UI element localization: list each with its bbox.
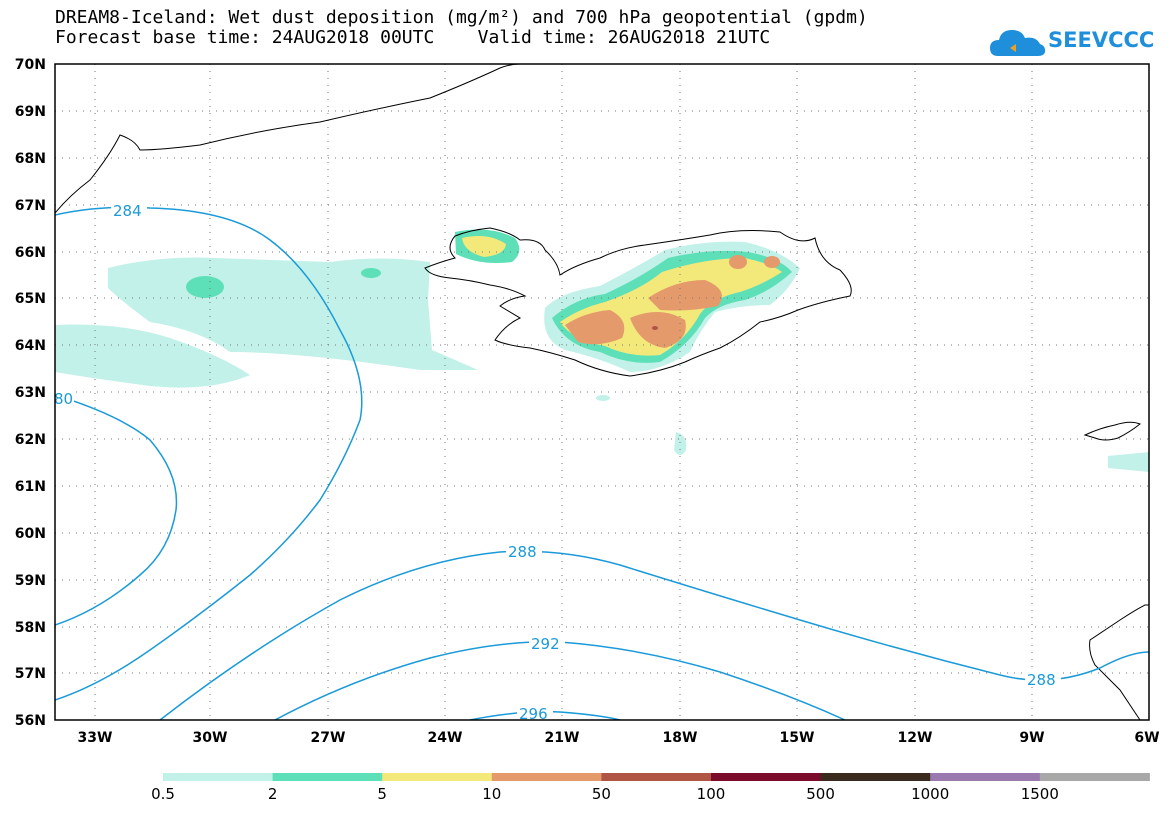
lon-label: 30W <box>193 730 228 746</box>
colorbar-legend: 0.5 2 5 10 50 100 500 1000 1500 <box>151 773 1150 803</box>
seevccc-logo: SEEVCCC <box>988 22 1154 62</box>
dust-shading <box>55 229 1149 472</box>
legend-swatch <box>272 773 383 781</box>
contour-label-292: 292 <box>531 635 560 653</box>
lat-label: 64N <box>15 338 46 354</box>
legend-label: 500 <box>806 785 835 803</box>
legend-swatch <box>930 773 1041 781</box>
lon-label: 33W <box>78 730 113 746</box>
coastlines <box>55 64 1149 720</box>
legend-label: 50 <box>592 785 611 803</box>
legend-swatch <box>820 773 931 781</box>
lat-label: 65N <box>15 291 46 307</box>
lat-label: 70N <box>15 57 46 73</box>
legend-label: 1000 <box>911 785 949 803</box>
lat-label: 58N <box>15 620 46 636</box>
legend-label: 10 <box>482 785 501 803</box>
map-subtitle: Forecast base time: 24AUG2018 00UTC Vali… <box>55 27 771 48</box>
legend-swatch <box>163 773 274 781</box>
contour-label-288: 288 <box>508 543 537 561</box>
lon-label: 6W <box>1134 730 1159 746</box>
lat-label: 56N <box>15 713 46 729</box>
lon-label: 12W <box>898 730 933 746</box>
contour-label-288-east: 288 <box>1027 671 1056 689</box>
legend-label: 100 <box>697 785 726 803</box>
lat-label: 69N <box>15 104 46 120</box>
contour-labels: 284 80 288 292 296 288 <box>52 202 1061 723</box>
legend-label: 5 <box>377 785 387 803</box>
lon-label: 15W <box>780 730 815 746</box>
lat-label: 68N <box>15 151 46 167</box>
lat-label: 57N <box>15 666 46 682</box>
lon-label: 21W <box>545 730 580 746</box>
map-title: DREAM8-Iceland: Wet dust deposition (mg/… <box>55 7 868 28</box>
contour-label-296: 296 <box>519 705 548 723</box>
legend-swatch <box>711 773 822 781</box>
legend-label: 2 <box>268 785 278 803</box>
lat-label: 60N <box>15 526 46 542</box>
contour-label-80: 80 <box>54 390 73 408</box>
contour-label-284: 284 <box>113 202 142 220</box>
lat-label: 61N <box>15 479 46 495</box>
legend-label: 1500 <box>1021 785 1059 803</box>
lon-label: 27W <box>311 730 346 746</box>
legend-swatch <box>491 773 602 781</box>
graticule <box>55 64 1149 720</box>
legend-swatch <box>382 773 493 781</box>
legend-swatch <box>601 773 712 781</box>
legend-label: 0.5 <box>151 785 175 803</box>
lon-label: 18W <box>663 730 698 746</box>
lat-label: 67N <box>15 198 46 214</box>
logo-text: SEEVCCC <box>1048 28 1155 52</box>
plot-frame <box>54 63 1150 721</box>
lat-label: 62N <box>15 432 46 448</box>
lat-label: 66N <box>15 245 46 261</box>
lon-label: 24W <box>428 730 463 746</box>
longitude-labels: 33W 30W 27W 24W 21W 18W 15W 12W 9W 6W <box>78 730 1160 746</box>
latitude-labels: 70N 69N 68N 67N 66N 65N 64N 63N 62N 61N … <box>15 57 46 729</box>
lon-label: 9W <box>1019 730 1044 746</box>
lat-label: 59N <box>15 573 46 589</box>
lat-label: 63N <box>15 385 46 401</box>
cloud-icon <box>990 30 1046 56</box>
legend-swatch <box>1039 773 1150 781</box>
